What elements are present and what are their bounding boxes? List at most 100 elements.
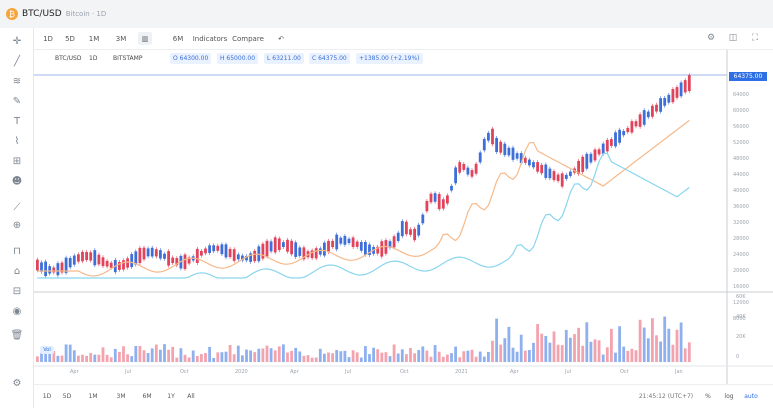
candle-body — [687, 75, 691, 92]
range-6m[interactable]: 6M — [142, 392, 152, 400]
volume-bar — [335, 350, 339, 362]
emoji-icon[interactable]: ☻ — [11, 175, 23, 187]
volume-axis-label: 20K — [736, 334, 746, 340]
volume-bar — [573, 334, 576, 362]
volume-bar — [429, 356, 433, 362]
candle-body — [253, 250, 257, 262]
auto-toggle[interactable]: auto — [744, 392, 758, 400]
legend-symbol[interactable]: BTC/USD — [55, 55, 82, 62]
pattern-icon[interactable]: ⌇ — [14, 135, 20, 147]
legend-close: C 64375.00 — [309, 53, 350, 64]
candle-body — [675, 87, 679, 98]
volume-bar — [253, 352, 257, 362]
log-toggle[interactable]: log — [724, 392, 734, 400]
brush-icon[interactable]: ✎ — [12, 95, 22, 107]
range-1m[interactable]: 1M — [88, 392, 98, 400]
volume-bar — [212, 357, 216, 362]
volume-bar — [241, 355, 244, 362]
volume-series — [36, 316, 691, 362]
volume-bar — [290, 350, 293, 362]
toolbar-item-5d[interactable]: 5D — [65, 34, 75, 43]
toolbar-item-1m[interactable]: 1M — [88, 34, 100, 43]
volume-bar — [597, 340, 601, 362]
volume-bar — [433, 345, 437, 362]
hide-icon[interactable]: ⊟ — [12, 285, 22, 297]
volume-bar — [552, 331, 556, 362]
toolbar-item-6m[interactable]: 6M — [172, 34, 184, 43]
candle-type-icon[interactable]: ▥ — [138, 32, 152, 45]
zoom-icon[interactable]: ⊕ — [12, 219, 22, 231]
candle-body — [548, 168, 552, 179]
price-axis-label: 32000 — [733, 220, 749, 226]
toolbar-item-1d[interactable]: 1D — [43, 34, 53, 43]
bitcoin-icon: ₿ — [6, 8, 18, 20]
volume-bar — [314, 357, 318, 362]
volume-bar — [585, 322, 589, 362]
candle-body — [601, 143, 605, 154]
toolbar-item-compare[interactable]: Compare — [232, 34, 264, 43]
trendline-icon[interactable]: ╱ — [13, 55, 21, 67]
volume-bar — [224, 351, 228, 362]
volume-bar — [245, 349, 248, 362]
text-icon[interactable]: T — [13, 115, 21, 127]
lock-icon[interactable]: ⌂ — [13, 265, 21, 277]
candle-body — [626, 127, 630, 133]
volume-bar — [138, 345, 142, 362]
percent-toggle[interactable]: % — [705, 392, 711, 400]
ruler-icon[interactable]: ⟋ — [13, 201, 21, 213]
legend-exchange[interactable]: BITSTAMP — [113, 55, 143, 62]
settings-icon[interactable]: ⚙ — [706, 33, 716, 43]
eye-icon[interactable]: ◉ — [12, 305, 22, 317]
volume-bar — [593, 339, 597, 362]
range-1d[interactable]: 1D — [42, 392, 52, 400]
price-chart[interactable] — [34, 50, 773, 384]
volume-bar — [478, 351, 482, 362]
volume-bar — [351, 350, 355, 362]
candle-body — [589, 153, 593, 163]
toolbar-item-indicators[interactable]: Indicators — [192, 34, 228, 43]
legend-interval[interactable]: 1D — [89, 55, 98, 62]
candle-body — [290, 240, 293, 255]
magnet-icon[interactable]: ⊓ — [13, 245, 21, 257]
candlestick-series — [36, 73, 691, 279]
moving-average-fast — [37, 119, 690, 277]
volume-bar — [466, 350, 470, 362]
candle-body — [474, 163, 478, 174]
candle-body — [195, 248, 199, 263]
candle-body — [564, 174, 568, 179]
candle-body — [376, 246, 380, 254]
toolbar-item-3m[interactable]: 3M — [115, 34, 127, 43]
volume-badge[interactable]: Vol — [40, 346, 54, 354]
volume-bar — [282, 344, 285, 362]
time-axis-label: Oct — [400, 369, 409, 375]
candle-body — [200, 250, 203, 256]
candle-body — [97, 254, 101, 265]
trash-icon[interactable]: 🗑 — [10, 329, 24, 341]
candle-body — [167, 251, 170, 266]
range-1y[interactable]: 1Y — [167, 392, 175, 400]
candle-body — [93, 250, 97, 266]
camera-icon[interactable]: ◫ — [728, 33, 738, 43]
range-5d[interactable]: 5D — [62, 392, 72, 400]
fullscreen-icon[interactable]: ⛶ — [751, 33, 759, 43]
candle-body — [552, 171, 556, 181]
volume-bar — [646, 338, 650, 362]
settings-icon[interactable]: ⚙ — [12, 377, 22, 389]
candle-body — [105, 260, 109, 267]
volume-bar — [560, 345, 564, 362]
candle-body — [187, 257, 191, 264]
measure-icon[interactable]: ⊞ — [12, 155, 22, 167]
fib-icon[interactable]: ≋ — [12, 75, 22, 87]
undo-icon[interactable]: ↶ — [278, 34, 284, 43]
volume-bar — [499, 344, 503, 362]
legend-change: +1385.00 (+2.19%) — [356, 53, 423, 64]
range-all[interactable]: All — [187, 392, 195, 400]
range-3m[interactable]: 3M — [116, 392, 126, 400]
legend-low: L 63211.00 — [264, 53, 304, 64]
volume-bar — [175, 357, 179, 362]
volume-bar — [150, 348, 154, 362]
time-axis-label: Jan — [675, 369, 683, 375]
crosshair-icon[interactable]: ✛ — [12, 35, 22, 47]
window-title: BTC/USD — [22, 9, 62, 19]
volume-bar — [183, 354, 187, 362]
